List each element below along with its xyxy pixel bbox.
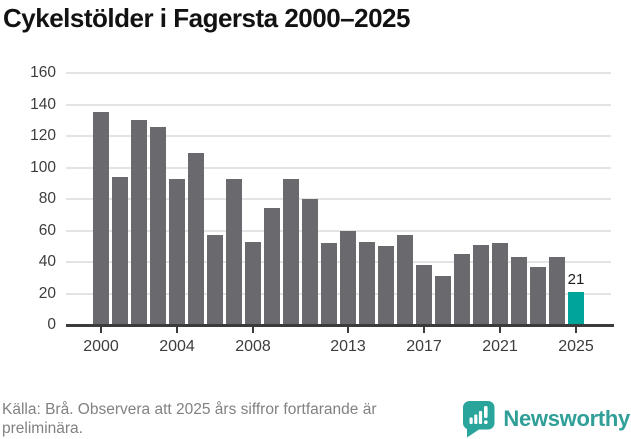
gridline	[66, 292, 611, 295]
x-tick	[176, 326, 178, 333]
source-note: Källa: Brå. Observera att 2025 års siffr…	[2, 400, 432, 438]
bar	[416, 265, 432, 325]
bar	[207, 235, 223, 325]
bar	[131, 120, 147, 325]
bar	[435, 276, 451, 325]
y-tick-label: 100	[30, 158, 56, 176]
bar	[473, 244, 489, 325]
source-note-line: Källa: Brå. Observera att 2025 års siffr…	[2, 401, 377, 418]
gridline	[66, 198, 611, 200]
gridline	[66, 166, 611, 169]
bar	[226, 178, 242, 325]
x-tick	[423, 326, 425, 333]
x-axis-line	[66, 324, 614, 327]
bar-value-label: 21	[567, 270, 585, 288]
bar	[188, 153, 204, 325]
bar	[340, 230, 356, 325]
bar	[112, 176, 128, 325]
chart-title: Cykelstölder i Fagersta 2000–2025	[3, 3, 410, 33]
bar	[283, 178, 299, 325]
x-tick	[499, 326, 501, 333]
source-note-line: preliminära.	[2, 420, 83, 437]
x-tick	[575, 326, 577, 333]
footer: Källa: Brå. Observera att 2025 års siffr…	[0, 398, 631, 439]
y-tick-label: 60	[38, 221, 56, 239]
plot-area: 0 20 40 60 80 100 120 140 160 21 2000 2004 2008 2013 2…	[30, 64, 614, 355]
newsworthy-logo[interactable]: Newsworthy	[462, 400, 630, 438]
y-tick-label: 140	[30, 95, 56, 113]
y-tick-label: 40	[38, 253, 56, 270]
gridline	[66, 135, 611, 137]
bar	[302, 199, 318, 325]
y-tick-label: 0	[47, 316, 56, 333]
y-tick-label: 120	[30, 127, 56, 144]
bar	[245, 241, 261, 325]
newsworthy-bubble-chart-icon	[462, 400, 496, 438]
bar	[454, 254, 470, 325]
bar	[169, 178, 185, 325]
x-tick-label: 2021	[482, 338, 518, 355]
gridline	[66, 72, 611, 74]
bar	[264, 208, 280, 325]
bar-highlight	[568, 291, 584, 325]
bar	[492, 243, 508, 325]
bar	[321, 243, 337, 325]
x-tick-label: 2013	[330, 338, 366, 355]
gridline	[66, 229, 611, 232]
x-tick-label: 2025	[558, 338, 594, 355]
gridline	[66, 261, 611, 263]
x-tick-label: 2008	[235, 338, 271, 355]
bar	[530, 266, 546, 325]
bar	[378, 246, 394, 325]
bar	[150, 126, 166, 325]
x-tick	[100, 326, 102, 333]
y-tick-label: 80	[38, 190, 56, 207]
bar	[549, 257, 565, 325]
x-tick	[252, 326, 254, 333]
y-tick-label: 20	[38, 284, 56, 302]
brand-name: Newsworthy	[503, 406, 630, 431]
x-tick-label: 2004	[159, 338, 195, 355]
bar	[511, 257, 527, 325]
x-tick	[347, 326, 349, 333]
bar	[93, 112, 109, 325]
bar	[359, 241, 375, 325]
x-tick-label: 2000	[83, 338, 119, 355]
bar	[397, 235, 413, 325]
gridline	[66, 103, 611, 106]
x-tick-label: 2017	[406, 338, 442, 355]
y-tick-label: 160	[30, 64, 56, 81]
